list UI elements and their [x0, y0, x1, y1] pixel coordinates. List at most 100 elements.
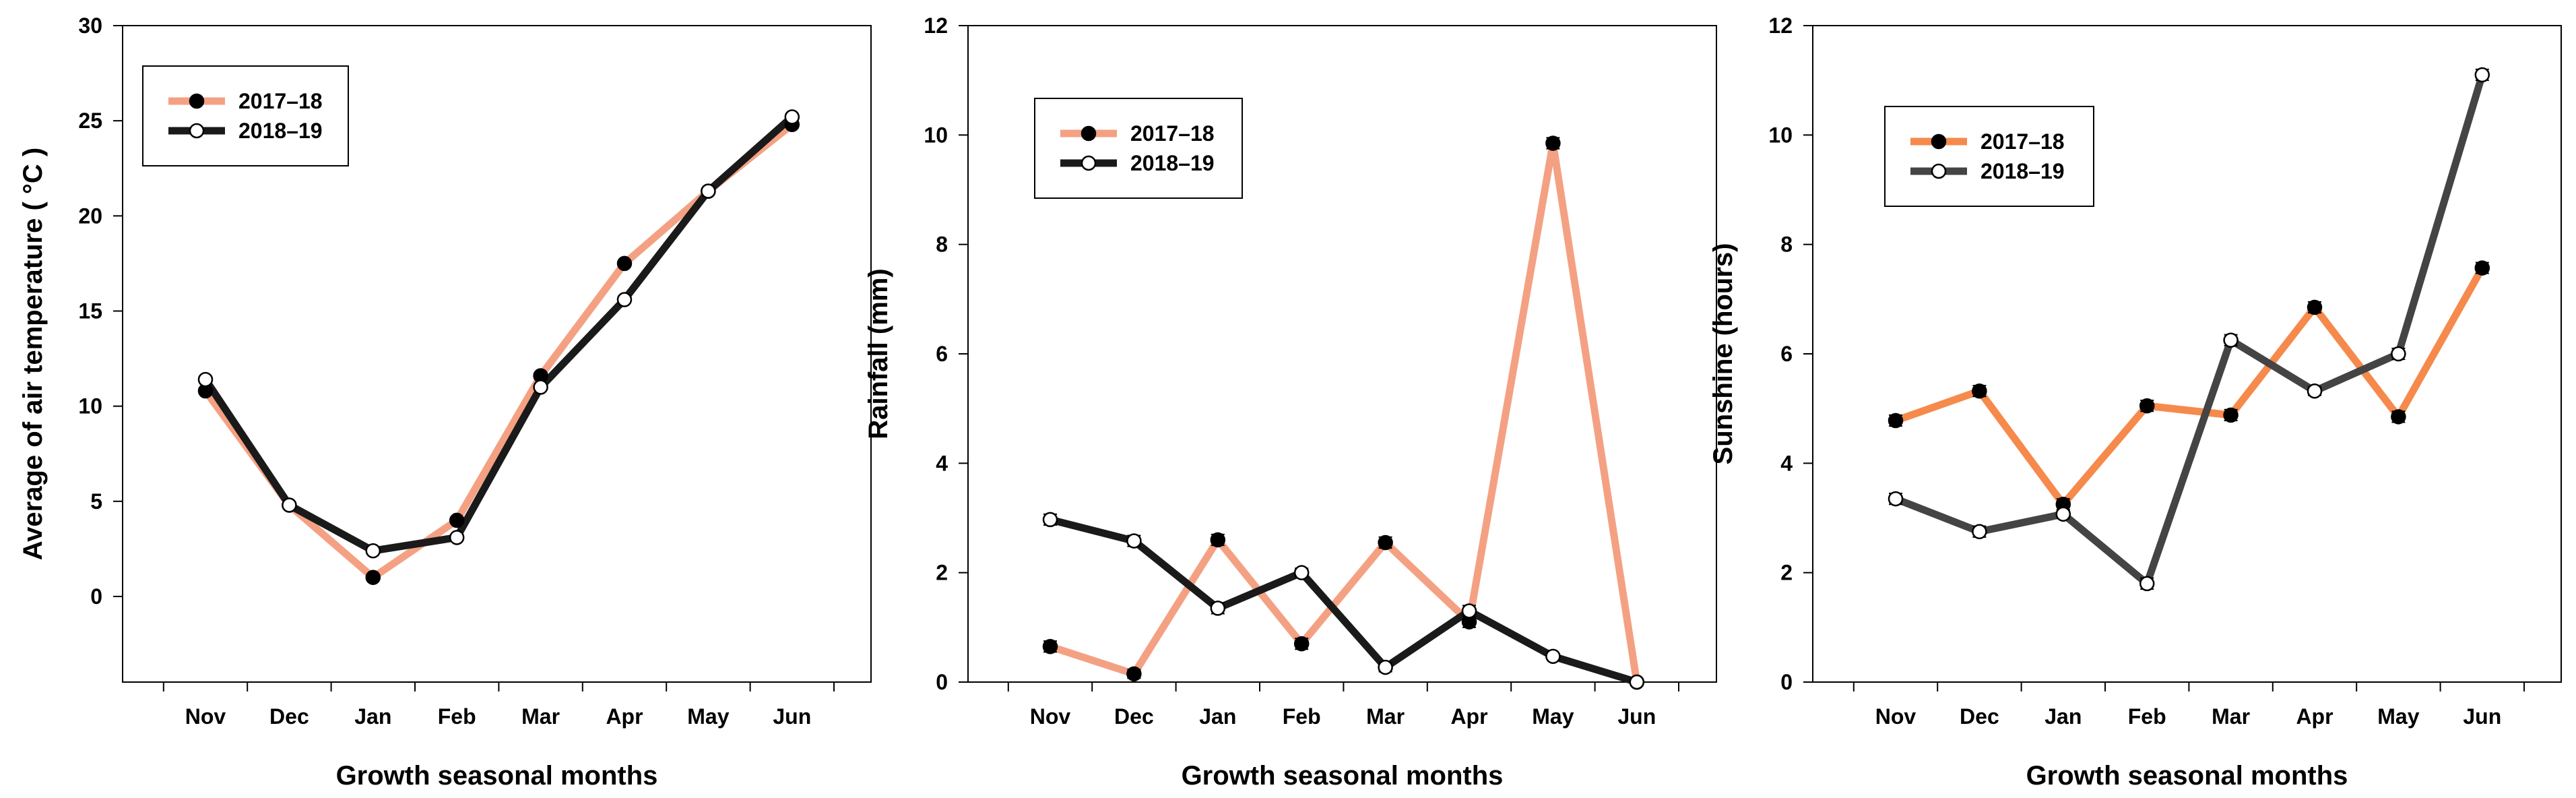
data-point-2 [1126, 533, 1142, 549]
y-tick-label: 8 [936, 233, 948, 257]
data-point-2 [197, 371, 214, 388]
data-point-2 [616, 292, 633, 307]
x-tick-label: Dec [1114, 704, 1154, 729]
legend-label: 2018–19 [238, 119, 323, 143]
x-tick-label: Feb [438, 704, 476, 729]
legend-marker [1931, 163, 1947, 179]
x-tick-label: Nov [1875, 704, 1917, 729]
legend-marker [1081, 155, 1097, 171]
legend-label: 2018–19 [1981, 159, 2065, 183]
data-point-2 [2474, 67, 2490, 83]
x-tick-label: May [687, 704, 729, 729]
data-point-2 [1972, 524, 1987, 540]
x-tick-label: Mar [521, 704, 560, 729]
data-point-1 [449, 512, 465, 528]
y-axis-title: Average of air temperature ( °C ) [18, 148, 48, 560]
data-point-2 [1545, 648, 1561, 665]
y-tick-label: 10 [1768, 123, 1793, 147]
x-tick-label: Dec [269, 704, 309, 729]
data-point-2 [2055, 506, 2071, 522]
x-tick-label: Jan [2044, 704, 2082, 729]
y-tick-label: 10 [78, 394, 102, 419]
series-line-2 [1894, 73, 2486, 590]
x-axis-title: Growth seasonal months [1182, 761, 1504, 791]
data-point-1 [2391, 409, 2406, 425]
x-tick-label: Apr [1450, 704, 1487, 729]
x-tick-label: Feb [2128, 704, 2166, 729]
x-tick-label: Nov [185, 704, 226, 729]
y-tick-label: 12 [1768, 13, 1793, 38]
y-tick-label: 5 [90, 489, 102, 514]
y-tick-label: 6 [1780, 342, 1793, 366]
x-tick-label: Feb [1283, 704, 1321, 729]
data-point-2 [1629, 674, 1645, 690]
x-tick-label: Mar [2212, 704, 2250, 729]
series-line-2 [1049, 516, 1638, 686]
data-point-2 [784, 109, 800, 125]
data-point-1 [1545, 135, 1561, 151]
data-point-1 [1378, 534, 1393, 551]
chart-panel-3: 0 2 4 6 8 10 12 Nov Dec Jan Feb Mar Apr May Jun Growth … [1708, 13, 2562, 791]
y-tick-label: 25 [78, 109, 102, 133]
chart-panel-1: 0 5 10 15 20 25 30 Nov Dec Jan Feb Mar Apr May Jun Grow… [18, 13, 872, 791]
data-point-1 [2474, 260, 2490, 276]
y-tick-label: 10 [924, 123, 948, 147]
data-point-2 [1293, 565, 1310, 580]
legend: 2017–18 2018–19 [142, 65, 349, 166]
y-tick-label: 2 [1780, 561, 1793, 585]
legend-marker [1081, 125, 1097, 142]
y-tick-label: 0 [1780, 670, 1793, 694]
data-point-1 [1210, 532, 1226, 548]
series-line-1 [1049, 142, 1641, 683]
legend-box [142, 65, 349, 166]
series-line-2 [202, 114, 795, 555]
data-point-2 [2307, 383, 2323, 399]
x-tick-label: Jun [773, 704, 811, 729]
data-point-2 [1378, 659, 1393, 675]
x-tick-label: Jan [1199, 704, 1236, 729]
y-tick-label: 20 [78, 204, 102, 228]
x-tick-label: May [1532, 704, 1574, 729]
data-point-1 [2223, 407, 2239, 423]
y-tick-label: 4 [936, 451, 948, 475]
plot-frame [122, 25, 872, 683]
legend-label: 2018–19 [1130, 151, 1215, 175]
data-point-2 [282, 497, 297, 513]
legend-box [1034, 98, 1243, 199]
data-point-1 [365, 570, 381, 585]
legend-label: 2017–18 [238, 89, 323, 113]
data-point-1 [1972, 383, 1987, 399]
series-line-1 [1894, 266, 2486, 511]
data-point-2 [2223, 332, 2239, 348]
legend: 2017–18 2018–19 [1034, 98, 1243, 199]
data-point-2 [1210, 601, 1226, 616]
data-point-1 [2307, 299, 2323, 315]
x-tick-label: Jan [354, 704, 391, 729]
data-point-2 [1461, 603, 1477, 619]
y-tick-label: 12 [924, 13, 948, 38]
x-tick-label: Dec [1960, 704, 1999, 729]
x-tick-label: Jun [2463, 704, 2501, 729]
data-point-2 [533, 379, 548, 395]
legend-marker [1931, 133, 1947, 150]
data-point-1 [2139, 398, 2155, 414]
y-tick-label: 2 [936, 561, 948, 585]
x-axis-title: Growth seasonal months [2026, 761, 2348, 791]
data-point-2 [1042, 512, 1058, 528]
chart-panel-2: 0 2 4 6 8 10 12 Nov Dec Jan Feb Mar Apr May Jun Growth … [864, 13, 1717, 791]
legend-marker [189, 123, 205, 139]
y-tick-label: 8 [1780, 233, 1793, 257]
data-point-2 [701, 183, 716, 199]
data-point-1 [1126, 666, 1142, 682]
y-tick-label: 30 [78, 13, 102, 38]
legend: 2017–18 2018–19 [1884, 106, 2094, 207]
data-point-2 [2391, 346, 2406, 362]
data-point-2 [449, 530, 465, 545]
x-tick-label: Apr [606, 704, 643, 729]
y-axis-title: Sunshine (hours) [1708, 243, 1738, 465]
legend-box [1884, 106, 2094, 207]
x-axis-title: Growth seasonal months [336, 761, 658, 791]
data-point-1 [1888, 412, 1904, 429]
x-tick-label: Mar [1366, 704, 1405, 729]
